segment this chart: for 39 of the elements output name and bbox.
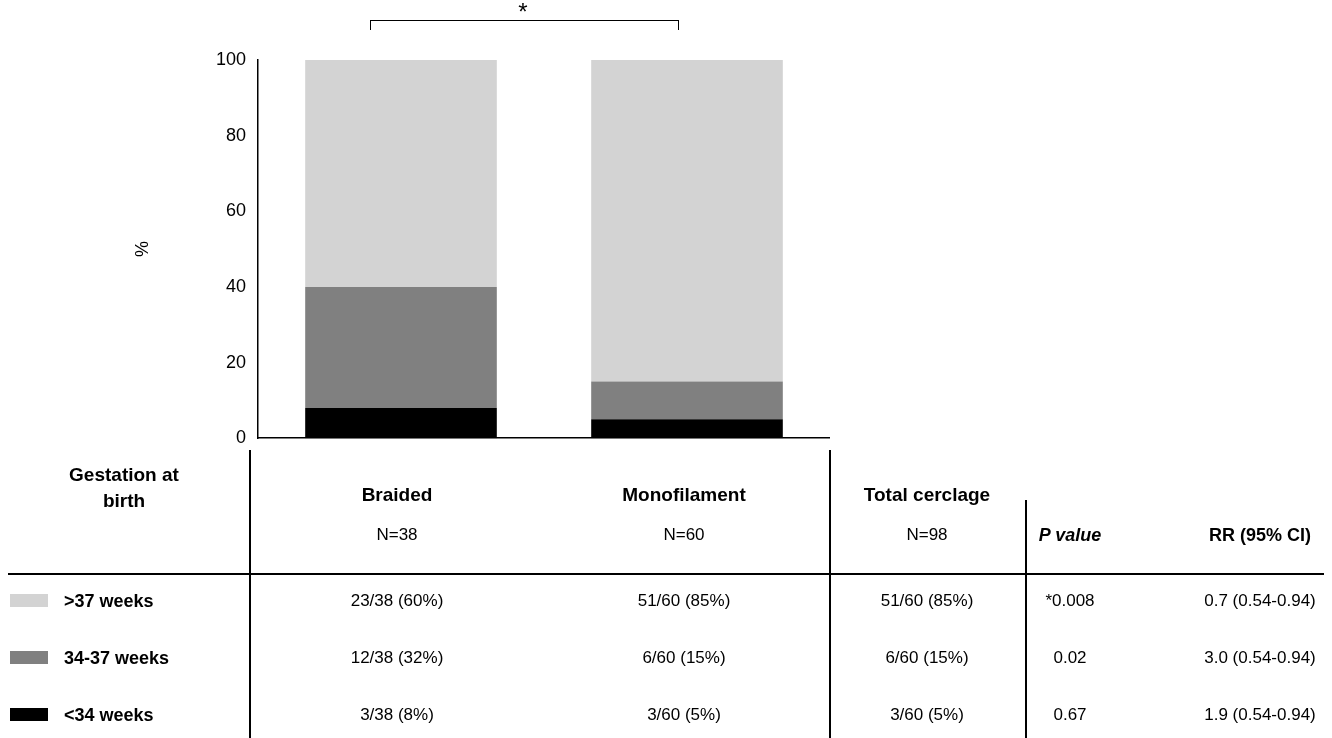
bar (591, 381, 783, 420)
x-tick-label: Monofilament (622, 484, 746, 506)
y-tick-label: 40 (225, 275, 246, 296)
text: 0.67 (1053, 705, 1087, 725)
text: N=38 (376, 525, 418, 545)
text: 0.02 (1053, 648, 1087, 668)
legend-label: <34 weeks (64, 704, 154, 726)
y-tick-label: 60 (225, 200, 246, 221)
text: 6/60 (15%) (885, 648, 969, 668)
text: 3.0 (0.54-0.94) (1204, 648, 1316, 668)
text: Total cerclage (863, 484, 991, 506)
text: 3/60 (5%) (890, 705, 964, 725)
y-tick-label: 0 (235, 427, 246, 448)
text: * (518, 0, 528, 26)
bar (305, 286, 497, 408)
text: 6/60 (15%) (642, 648, 726, 668)
legend-label: >37 weeks (64, 590, 154, 612)
text: 51/60 (85%) (880, 591, 974, 611)
text: RR (95% CI) (1208, 524, 1312, 546)
y-tick-label: 80 (225, 124, 246, 145)
bar (305, 60, 497, 287)
text: 0.7 (0.54-0.94) (1204, 591, 1316, 611)
text: 3/60 (5%) (647, 705, 721, 725)
text: N=98 (906, 525, 948, 545)
text: P value (1038, 524, 1102, 546)
text: 1.9 (0.54-0.94) (1204, 705, 1316, 725)
text: 3/38 (8%) (360, 705, 434, 725)
text: 23/38 (60%) (350, 591, 444, 611)
legend-label: 34-37 weeks (64, 647, 170, 669)
text: N=60 (663, 525, 705, 545)
y-tick-label: 20 (225, 351, 246, 372)
text: 51/60 (85%) (637, 591, 731, 611)
text: *0.008 (1045, 591, 1095, 611)
legend-title: Gestation at birth (68, 463, 180, 513)
y-axis-title: % (131, 241, 152, 258)
text: 12/38 (32%) (350, 648, 444, 668)
bar (591, 60, 783, 382)
x-tick-label: Braided (361, 484, 433, 506)
y-tick-label: 100 (215, 48, 246, 69)
